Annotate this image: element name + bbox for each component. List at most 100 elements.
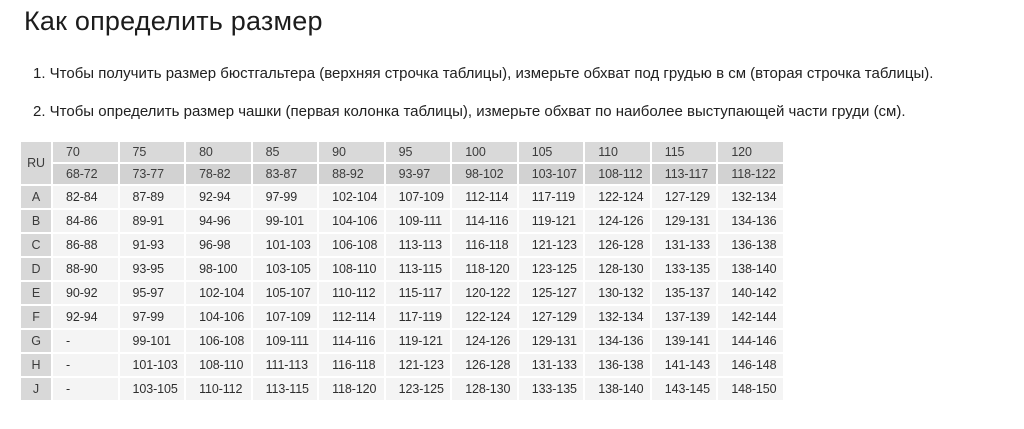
size-cell: 140-142 — [718, 282, 783, 305]
band-size-header: 95 — [385, 142, 451, 163]
size-cell: 131-133 — [651, 234, 717, 257]
size-cell: 124-126 — [452, 330, 517, 353]
size-cell: 111-113 — [252, 354, 318, 377]
size-cell: 127-129 — [651, 186, 717, 209]
cup-letter: A — [21, 186, 51, 209]
size-cell: 91-93 — [119, 234, 185, 257]
size-cell: 142-144 — [718, 306, 783, 329]
band-size-header: 100 — [452, 142, 517, 163]
size-cell: 125-127 — [518, 282, 584, 305]
size-cell: 136-138 — [585, 354, 650, 377]
size-cell: 98-100 — [186, 258, 251, 281]
size-cell: 129-131 — [518, 330, 584, 353]
size-cell: 89-91 — [119, 210, 185, 233]
underbust-range-header: 78-82 — [186, 164, 251, 185]
size-cell: - — [53, 354, 118, 377]
underbust-range-header: 73-77 — [119, 164, 185, 185]
size-cell: 123-125 — [385, 378, 451, 401]
size-cell: 130-132 — [585, 282, 650, 305]
size-cell: 122-124 — [452, 306, 517, 329]
underbust-range-header: 103-107 — [518, 164, 584, 185]
size-cell: 94-96 — [186, 210, 251, 233]
size-cell: 119-121 — [518, 210, 584, 233]
size-cell: 135-137 — [651, 282, 717, 305]
table-row: A 82-84 87-89 92-94 97-99 102-104 107-109 112-1… — [21, 186, 783, 209]
size-cell: 132-134 — [718, 186, 783, 209]
size-cell: 137-139 — [651, 306, 717, 329]
cup-letter: F — [21, 306, 51, 329]
size-cell: 105-107 — [252, 282, 318, 305]
size-cell: 129-131 — [651, 210, 717, 233]
size-cell: 112-114 — [319, 306, 384, 329]
underbust-range-header: 68-72 — [53, 164, 118, 185]
band-size-header: 70 — [53, 142, 118, 163]
table-row: F 92-94 97-99 104-106 107-109 112-114 117-119 1… — [21, 306, 783, 329]
size-cell: 132-134 — [585, 306, 650, 329]
size-cell: 126-128 — [585, 234, 650, 257]
size-cell: 133-135 — [518, 378, 584, 401]
underbust-range-row: 68-72 73-77 78-82 83-87 88-92 93-97 98-102 103-… — [21, 164, 783, 185]
table-corner-label: RU — [21, 142, 51, 185]
band-size-header: 90 — [319, 142, 384, 163]
band-size-header: 75 — [119, 142, 185, 163]
instruction-item: 2. Чтобы определить размер чашки (первая… — [33, 103, 906, 121]
size-cell: 114-116 — [319, 330, 384, 353]
size-cell: 113-115 — [252, 378, 318, 401]
size-cell: 121-123 — [385, 354, 451, 377]
size-cell: 103-105 — [252, 258, 318, 281]
size-cell: 92-94 — [186, 186, 251, 209]
size-cell: 93-95 — [119, 258, 185, 281]
underbust-range-header: 108-112 — [585, 164, 650, 185]
instruction-item: 1. Чтобы получить размер бюстгальтера (в… — [33, 65, 934, 83]
size-table-header: RU 70 75 80 85 90 95 100 105 110 115 120 68-72 73-7… — [21, 142, 783, 185]
cup-letter: G — [21, 330, 51, 353]
size-cell: 110-112 — [186, 378, 251, 401]
table-row: D 88-90 93-95 98-100 103-105 108-110 113-115 11… — [21, 258, 783, 281]
size-cell: 141-143 — [651, 354, 717, 377]
instructions-list: 1. Чтобы получить размер бюстгальтера (в… — [33, 66, 1024, 120]
band-size-header: 80 — [186, 142, 251, 163]
underbust-range-header: 113-117 — [651, 164, 717, 185]
table-row: G -99-101 106-108 109-111 114-116 119-121 124-… — [21, 330, 783, 353]
table-row: H -101-103 108-110 111-113 116-118 121-123 126… — [21, 354, 783, 377]
band-size-header: 120 — [718, 142, 783, 163]
band-size-header: 110 — [585, 142, 650, 163]
size-cell: 107-109 — [252, 306, 318, 329]
table-row: C 86-88 91-93 96-98 101-103 106-108 113-113 116… — [21, 234, 783, 257]
size-cell: 97-99 — [119, 306, 185, 329]
size-cell: 109-111 — [252, 330, 318, 353]
size-cell: 101-103 — [119, 354, 185, 377]
size-cell: 124-126 — [585, 210, 650, 233]
size-cell: 113-113 — [385, 234, 451, 257]
table-row: B 84-86 89-91 94-96 99-101 104-106 109-111 114-… — [21, 210, 783, 233]
size-cell: 136-138 — [718, 234, 783, 257]
cup-letter: E — [21, 282, 51, 305]
cup-letter: J — [21, 378, 51, 401]
size-cell: 148-150 — [718, 378, 783, 401]
size-cell: 101-103 — [252, 234, 318, 257]
size-cell: 104-106 — [319, 210, 384, 233]
size-cell: 138-140 — [585, 378, 650, 401]
size-cell: 84-86 — [53, 210, 118, 233]
underbust-range-header: 88-92 — [319, 164, 384, 185]
size-cell: 134-136 — [718, 210, 783, 233]
size-cell: 106-108 — [186, 330, 251, 353]
size-table: RU 70 75 80 85 90 95 100 105 110 115 120 68-72 73-7… — [19, 140, 785, 403]
size-cell: 122-124 — [585, 186, 650, 209]
size-cell: 109-111 — [385, 210, 451, 233]
size-cell: 143-145 — [651, 378, 717, 401]
size-cell: 128-130 — [585, 258, 650, 281]
size-cell: 117-119 — [518, 186, 584, 209]
underbust-range-header: 98-102 — [452, 164, 517, 185]
size-cell: 116-118 — [319, 354, 384, 377]
size-cell: 115-117 — [385, 282, 451, 305]
underbust-range-header: 118-122 — [718, 164, 783, 185]
table-row: J -103-105 110-112 113-115 118-120 123-125 128… — [21, 378, 783, 401]
size-cell: 88-90 — [53, 258, 118, 281]
size-cell: - — [53, 330, 118, 353]
size-cell: 87-89 — [119, 186, 185, 209]
size-cell: 113-115 — [385, 258, 451, 281]
size-cell: 108-110 — [319, 258, 384, 281]
size-cell: 112-114 — [452, 186, 517, 209]
